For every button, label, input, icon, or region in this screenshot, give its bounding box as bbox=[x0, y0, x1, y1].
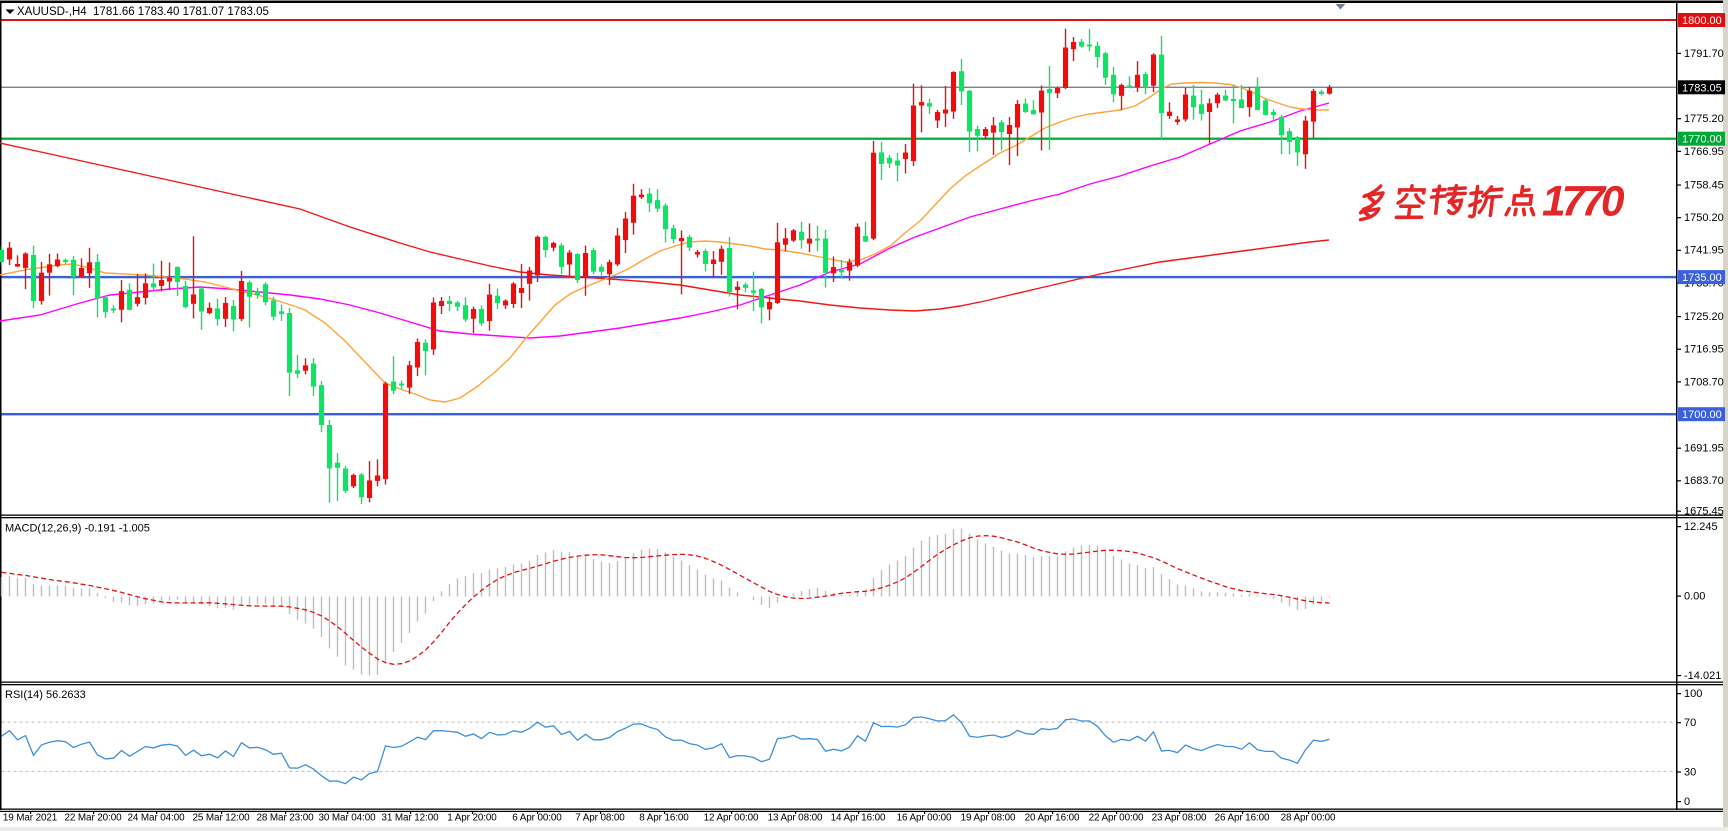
svg-text:1783.05: 1783.05 bbox=[1682, 82, 1722, 94]
svg-text:1683.70: 1683.70 bbox=[1684, 475, 1724, 487]
svg-text:1791.70: 1791.70 bbox=[1684, 48, 1724, 60]
svg-text:30 Mar 04:00: 30 Mar 04:00 bbox=[319, 813, 377, 824]
svg-text:1741.95: 1741.95 bbox=[1684, 245, 1724, 257]
svg-text:16 Apr 00:00: 16 Apr 00:00 bbox=[897, 813, 952, 824]
svg-text:0: 0 bbox=[1684, 796, 1690, 808]
svg-text:1708.70: 1708.70 bbox=[1684, 376, 1724, 388]
svg-text:6 Apr 00:00: 6 Apr 00:00 bbox=[512, 813, 562, 824]
svg-text:19 Apr 08:00: 19 Apr 08:00 bbox=[961, 813, 1016, 824]
svg-text:24 Mar 04:00: 24 Mar 04:00 bbox=[128, 813, 186, 824]
svg-text:22 Apr 00:00: 22 Apr 00:00 bbox=[1089, 813, 1144, 824]
svg-text:1758.45: 1758.45 bbox=[1684, 179, 1724, 191]
svg-text:26 Apr 16:00: 26 Apr 16:00 bbox=[1215, 813, 1270, 824]
svg-text:MACD(12,26,9) -0.191 -1.005: MACD(12,26,9) -0.191 -1.005 bbox=[5, 523, 150, 535]
svg-text:23 Apr 08:00: 23 Apr 08:00 bbox=[1152, 813, 1207, 824]
svg-text:1 Apr 20:00: 1 Apr 20:00 bbox=[447, 813, 497, 824]
svg-text:22 Mar 20:00: 22 Mar 20:00 bbox=[65, 813, 123, 824]
svg-text:19 Mar 2021: 19 Mar 2021 bbox=[3, 813, 58, 824]
svg-text:13 Apr 08:00: 13 Apr 08:00 bbox=[768, 813, 823, 824]
svg-text:12 Apr 00:00: 12 Apr 00:00 bbox=[704, 813, 759, 824]
svg-text:14 Apr 16:00: 14 Apr 16:00 bbox=[831, 813, 886, 824]
svg-text:25 Mar 12:00: 25 Mar 12:00 bbox=[193, 813, 251, 824]
svg-text:8 Apr 16:00: 8 Apr 16:00 bbox=[639, 813, 689, 824]
svg-text:1770: 1770 bbox=[1542, 179, 1625, 226]
svg-text:1716.95: 1716.95 bbox=[1684, 344, 1724, 356]
svg-text:28 Apr 00:00: 28 Apr 00:00 bbox=[1281, 813, 1336, 824]
svg-text:28 Mar 23:00: 28 Mar 23:00 bbox=[257, 813, 315, 824]
svg-text:1675.45: 1675.45 bbox=[1684, 506, 1724, 518]
svg-text:31 Mar 12:00: 31 Mar 12:00 bbox=[382, 813, 440, 824]
svg-text:1775.20: 1775.20 bbox=[1684, 113, 1724, 125]
svg-text:12.245: 12.245 bbox=[1684, 521, 1718, 533]
svg-text:0.00: 0.00 bbox=[1684, 591, 1705, 603]
svg-text:1700.00: 1700.00 bbox=[1682, 409, 1722, 421]
svg-text:XAUUSD-,H4 1781.66 1783.40 17: XAUUSD-,H4 1781.66 1783.40 1781.07 1783.… bbox=[17, 6, 269, 18]
svg-text:1691.95: 1691.95 bbox=[1684, 443, 1724, 455]
svg-text:1800.00: 1800.00 bbox=[1682, 15, 1722, 27]
svg-text:100: 100 bbox=[1684, 688, 1702, 700]
svg-text:1725.20: 1725.20 bbox=[1684, 311, 1724, 323]
svg-text:1766.95: 1766.95 bbox=[1684, 146, 1724, 158]
svg-text:70: 70 bbox=[1684, 717, 1696, 729]
svg-text:7 Apr 08:00: 7 Apr 08:00 bbox=[575, 813, 625, 824]
svg-text:1770.00: 1770.00 bbox=[1682, 134, 1722, 146]
svg-text:1750.20: 1750.20 bbox=[1684, 212, 1724, 224]
svg-text:-14.021: -14.021 bbox=[1684, 670, 1721, 682]
svg-text:RSI(14) 56.2633: RSI(14) 56.2633 bbox=[5, 689, 86, 701]
svg-text:1735.00: 1735.00 bbox=[1682, 272, 1722, 284]
svg-text:30: 30 bbox=[1684, 766, 1696, 778]
svg-text:20 Apr 16:00: 20 Apr 16:00 bbox=[1025, 813, 1080, 824]
